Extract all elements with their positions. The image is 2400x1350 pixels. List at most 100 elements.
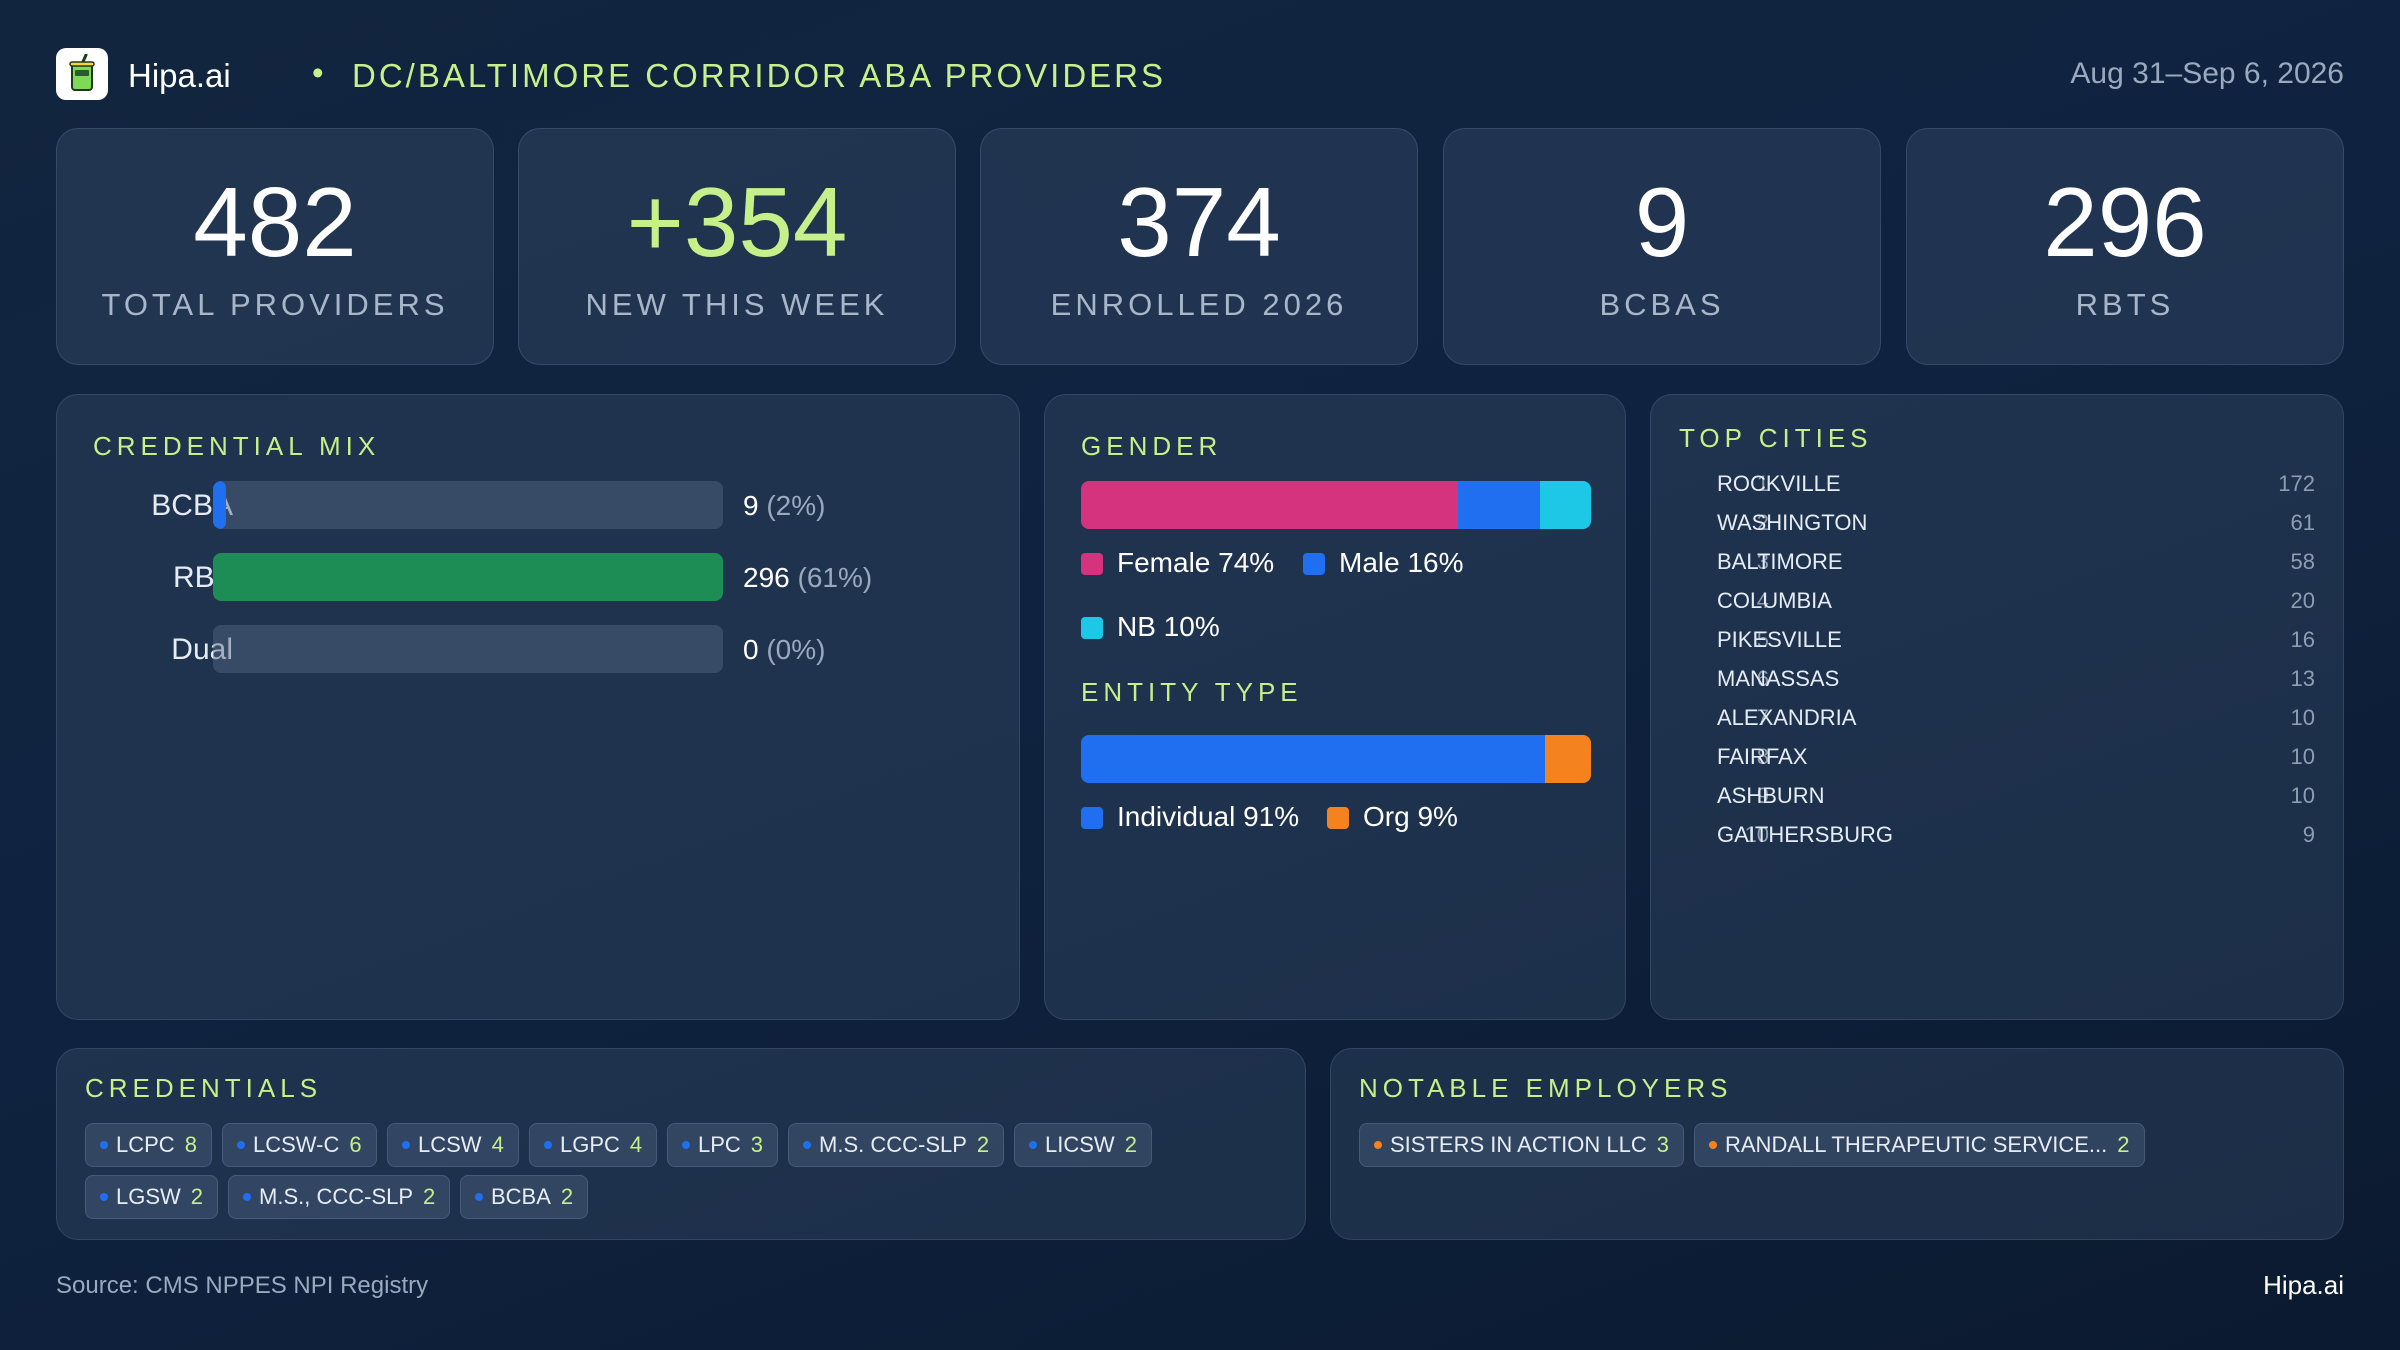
credential-count: 9 (2%) <box>743 490 825 522</box>
city-name: BALTIMORE <box>1717 549 1843 574</box>
chip-bullet <box>100 1141 108 1149</box>
city-row: 2 WASHINGTON 61 <box>1651 510 2343 544</box>
legend-swatch <box>1081 617 1103 639</box>
chip[interactable]: LICSW 2 <box>1014 1123 1152 1167</box>
city-count: 10 <box>2290 744 2315 769</box>
chip[interactable]: RANDALL THERAPEUTIC SERVICE... 2 <box>1694 1123 2145 1167</box>
city-count: 9 <box>2302 822 2315 847</box>
kpi-value: 482 <box>193 167 357 277</box>
city-row: 10 GAITHERSBURG 9 <box>1651 822 2343 856</box>
chip-bullet <box>402 1141 410 1149</box>
city-name: ALEXANDRIA <box>1717 705 1857 730</box>
count-percent: (61%) <box>797 562 873 593</box>
chip-bullet <box>1374 1141 1382 1149</box>
stack-segment-0 <box>1081 735 1546 783</box>
city-rank: 8 <box>1756 744 1769 769</box>
kpi-label: NEW THIS WEEK <box>585 287 889 322</box>
chip-count: 2 <box>1124 1132 1137 1157</box>
gender-stacked-bar <box>1081 481 1591 529</box>
gender-title: GENDER <box>1081 431 1223 461</box>
drink-cup-icon <box>69 54 95 91</box>
city-count: 13 <box>2290 666 2315 691</box>
chip[interactable]: BCBA 2 <box>460 1175 589 1219</box>
city-row: 8 FAIRFAX 10 <box>1651 744 2343 778</box>
credential-row-rbt: RBT 296 (61%) <box>57 553 1057 601</box>
footer-brand: Hipa.ai <box>2263 1270 2344 1300</box>
legend-female: Female 74% <box>1081 547 1274 579</box>
city-name: COLUMBIA <box>1717 588 1832 613</box>
kpi-label: TOTAL PROVIDERS <box>101 287 449 322</box>
chip[interactable]: LGPC 4 <box>529 1123 658 1167</box>
legend-swatch <box>1081 553 1103 575</box>
count-percent: (0%) <box>766 634 826 665</box>
chip[interactable]: M.S., CCC-SLP 2 <box>228 1175 451 1219</box>
kpi-label: ENROLLED 2026 <box>1050 287 1348 322</box>
chip-label: RANDALL THERAPEUTIC SERVICE... <box>1725 1132 2108 1157</box>
chip-count: 4 <box>491 1132 504 1157</box>
count-value: 296 <box>743 562 790 593</box>
city-row: 5 PIKESVILLE 16 <box>1651 627 2343 661</box>
credential-count: 0 (0%) <box>743 634 825 666</box>
chip-label: LCSW-C <box>253 1132 340 1157</box>
chip[interactable]: LPC 3 <box>667 1123 779 1167</box>
city-rank: 5 <box>1756 627 1769 652</box>
credential-bar-fill <box>213 553 723 601</box>
chip[interactable]: LGSW 2 <box>85 1175 219 1219</box>
chip-label: LPC <box>698 1132 741 1157</box>
chip-bullet <box>1709 1141 1717 1149</box>
city-count: 10 <box>2290 705 2315 730</box>
city-name: GAITHERSBURG <box>1717 822 1894 847</box>
chip-count: 6 <box>349 1132 362 1157</box>
city-rank: 10 <box>1744 822 1769 847</box>
city-name: ROCKVILLE <box>1717 471 1841 496</box>
chip-bullet <box>243 1193 251 1201</box>
chip-label: LCSW <box>418 1132 482 1157</box>
kpi-label: RBTS <box>2075 287 2175 322</box>
chip-bullet <box>1029 1141 1037 1149</box>
chip-label: BCBA <box>491 1184 551 1209</box>
city-count: 58 <box>2290 549 2315 574</box>
credential-count: 296 (61%) <box>743 562 872 594</box>
city-row: 1 ROCKVILLE 172 <box>1651 471 2343 505</box>
chip[interactable]: M.S. CCC-SLP 2 <box>788 1123 1005 1167</box>
brand-name: Hipa.ai <box>128 57 231 94</box>
legend-nb: NB 10% <box>1081 611 1220 643</box>
chip-bullet <box>544 1141 552 1149</box>
kpi-label: BCBAS <box>1599 287 1725 322</box>
gender-entity-panel: GENDER Female 74% Male 16% NB 10% ENTITY… <box>1044 394 1626 1020</box>
entity-stacked-bar <box>1081 735 1591 783</box>
legend-label: Individual 91% <box>1117 801 1300 832</box>
city-name: MANASSAS <box>1717 666 1840 691</box>
credential-mix-panel: CREDENTIAL MIX BCBA 9 (2%) RBT 296 (61%)… <box>56 394 1020 1020</box>
header: Hipa.ai • DC/BALTIMORE CORRIDOR ABA PROV… <box>56 46 2344 102</box>
chip-bullet <box>237 1141 245 1149</box>
kpi-card-enrolled-2026: 374 ENROLLED 2026 <box>980 128 1418 365</box>
stack-segment-0 <box>1081 481 1459 529</box>
chip-count: 3 <box>1656 1132 1669 1157</box>
chip-count: 2 <box>423 1184 436 1209</box>
title-separator: • <box>312 54 324 91</box>
chip-label: M.S., CCC-SLP <box>259 1184 414 1209</box>
date-range: Aug 31–Sep 6, 2026 <box>2070 57 2344 90</box>
chip-count: 2 <box>560 1184 574 1209</box>
count-value: 9 <box>743 490 759 521</box>
kpi-value: 374 <box>1117 167 1281 277</box>
chip-count: 4 <box>629 1132 643 1157</box>
data-source: Source: CMS NPPES NPI Registry <box>56 1272 429 1299</box>
city-rank: 2 <box>1756 510 1769 535</box>
chip[interactable]: SISTERS IN ACTION LLC 3 <box>1359 1123 1684 1167</box>
chip[interactable]: LCSW 4 <box>387 1123 519 1167</box>
chip-bullet <box>475 1193 483 1201</box>
kpi-value: 9 <box>1634 167 1690 277</box>
city-rank: 9 <box>1756 783 1769 808</box>
city-rank: 7 <box>1756 705 1769 730</box>
kpi-value: 296 <box>2043 167 2207 277</box>
city-count: 10 <box>2290 783 2315 808</box>
credential-bar-track <box>213 553 723 601</box>
chip[interactable]: LCSW-C 6 <box>222 1123 377 1167</box>
chip-bullet <box>803 1141 811 1149</box>
notable-employers-panel: NOTABLE EMPLOYERS SISTERS IN ACTION LLC 3… <box>1330 1048 2344 1240</box>
chip[interactable]: LCPC 8 <box>85 1123 212 1167</box>
stack-segment-1 <box>1458 481 1540 529</box>
chip-label: M.S. CCC-SLP <box>819 1132 967 1157</box>
